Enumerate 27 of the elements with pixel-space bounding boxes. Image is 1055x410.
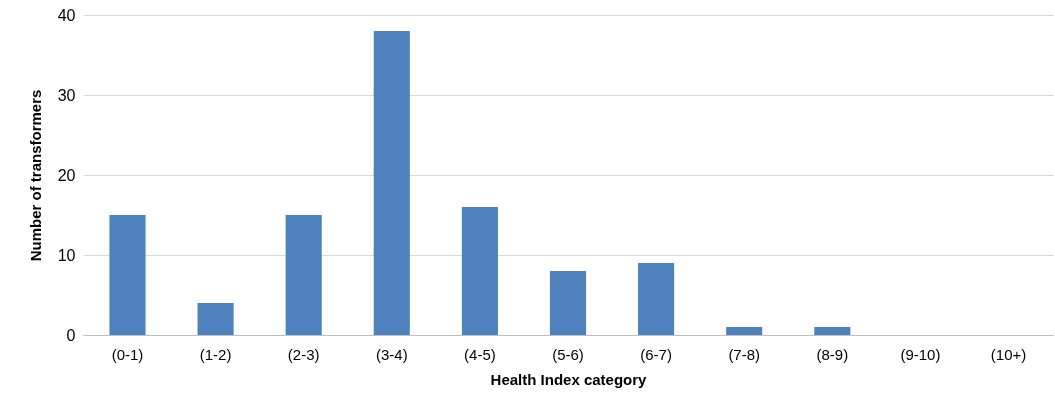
x-tick-label: (10+) bbox=[990, 345, 1027, 363]
bar bbox=[638, 263, 675, 335]
bar bbox=[109, 215, 146, 335]
x-tick-label: (0-1) bbox=[111, 345, 144, 363]
bar bbox=[197, 303, 234, 335]
bar bbox=[285, 215, 322, 335]
bar bbox=[373, 31, 410, 335]
bar bbox=[549, 271, 587, 335]
y-tick-label: 10 bbox=[57, 246, 76, 264]
y-axis-title: Number of transformers bbox=[26, 89, 44, 262]
y-tick-label: 20 bbox=[57, 166, 76, 184]
x-tick-label: (2-3) bbox=[287, 345, 320, 363]
bar bbox=[461, 207, 498, 335]
y-tick-label: 0 bbox=[66, 326, 76, 344]
x-tick-label: (7-8) bbox=[728, 345, 761, 363]
y-tick-label: 40 bbox=[57, 6, 76, 24]
x-tick-label: (3-4) bbox=[375, 345, 408, 363]
x-tick-label: (1-2) bbox=[199, 345, 232, 363]
x-tick-label: (5-6) bbox=[552, 345, 584, 363]
x-tick-label: (9-10) bbox=[900, 345, 941, 363]
y-tick-label: 30 bbox=[57, 86, 76, 104]
x-tick-label: (8-9) bbox=[816, 345, 849, 363]
bar bbox=[726, 327, 763, 335]
x-tick-label: (6-7) bbox=[640, 345, 672, 363]
x-tick-label: (4-5) bbox=[464, 345, 496, 363]
x-axis-title: Health Index category bbox=[490, 370, 648, 388]
bar bbox=[814, 327, 851, 335]
